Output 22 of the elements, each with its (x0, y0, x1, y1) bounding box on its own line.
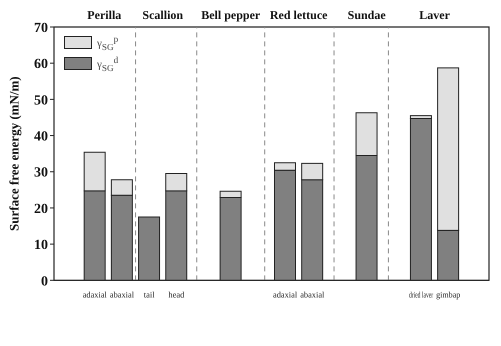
y-tick-label: 50 (34, 93, 48, 108)
text: Perilla (87, 8, 122, 23)
y-tick-label: 20 (34, 202, 48, 217)
x-tick-label: head (168, 289, 186, 300)
x-tick-label: tail (144, 289, 156, 300)
y-tick-label: 70 (34, 20, 48, 36)
text: Bell pepper (201, 8, 260, 23)
y-tick-label: 10 (34, 238, 48, 254)
x-tick-label: gimbap (436, 289, 462, 300)
y-tick-label: 60 (34, 57, 48, 72)
text: Red lettuce (270, 8, 328, 23)
y-tick-label: 0 (41, 274, 48, 290)
y-axis-title: Surface free energy (mN/m) (6, 76, 22, 231)
text: Scallion (142, 8, 184, 23)
y-tick-label: 40 (34, 130, 48, 145)
text: Laver (419, 8, 450, 23)
x-tick-label: adaxial (82, 289, 108, 300)
y-tick-label: 30 (34, 166, 48, 181)
x-tick-label: abaxial (300, 289, 325, 300)
x-tick-label: abaxial (110, 289, 135, 300)
text: Sundae (348, 8, 386, 23)
x-tick-label: adaxial (273, 289, 298, 300)
